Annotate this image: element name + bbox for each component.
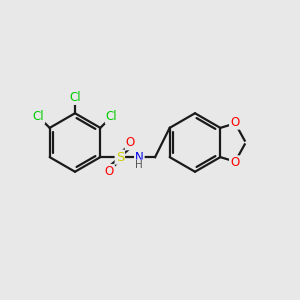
Text: O: O <box>230 156 239 169</box>
Text: N: N <box>135 151 144 164</box>
Text: O: O <box>126 136 135 149</box>
Text: Cl: Cl <box>33 110 44 123</box>
Text: O: O <box>230 116 239 129</box>
Text: H: H <box>136 160 143 170</box>
Text: S: S <box>116 151 124 164</box>
Text: Cl: Cl <box>106 110 117 123</box>
Text: O: O <box>105 165 114 178</box>
Text: Cl: Cl <box>69 91 81 104</box>
